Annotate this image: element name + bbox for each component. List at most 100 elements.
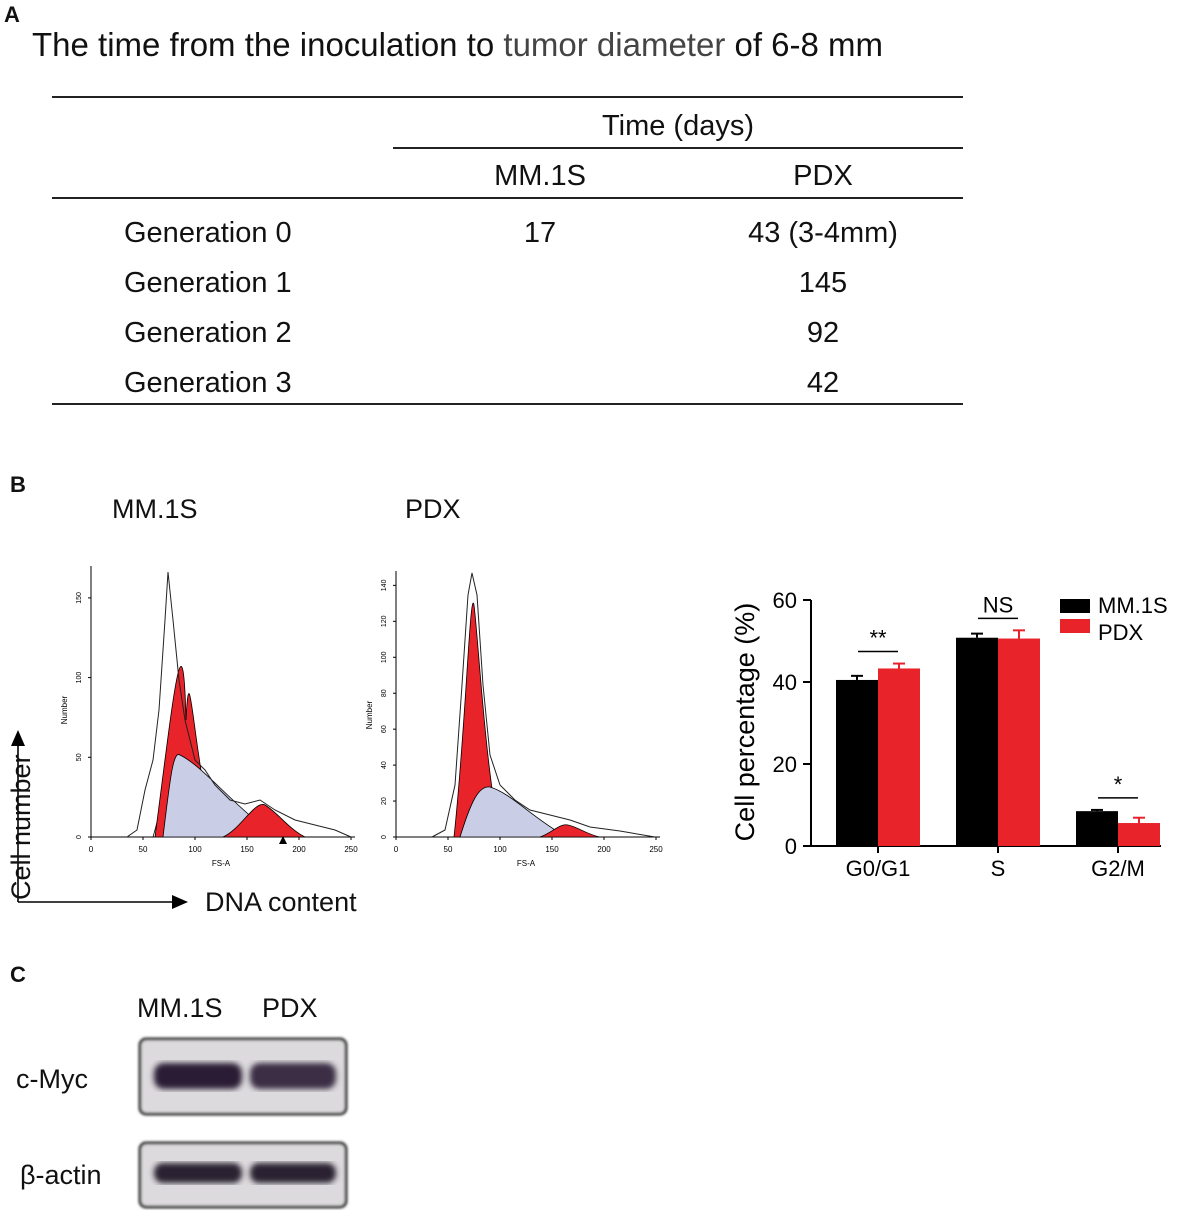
bar-chart-x-ticks: G0/G1 S G2/M xyxy=(846,846,1145,881)
histogram-title-mm1s: MM.1S xyxy=(112,494,198,524)
cell-pdx: 43 (3-4mm) xyxy=(748,217,898,249)
header-rule xyxy=(52,197,963,199)
bar-mm1s-0 xyxy=(836,679,878,846)
blot-actin xyxy=(138,1141,348,1209)
hist-xtick-label: 0 xyxy=(89,845,94,854)
hist1-raw-trace xyxy=(126,571,352,838)
hist-ytick-label: 150 xyxy=(76,592,83,604)
hist-ytick-label: 120 xyxy=(381,615,388,627)
hist-ytick-label: 40 xyxy=(381,761,388,769)
hist2-x-ticks: 0 50 100 150 200 250 xyxy=(394,837,663,854)
hist-ytick-label: 0 xyxy=(76,835,83,839)
cell-mm1s: 17 xyxy=(523,217,557,249)
cell-pdx: 92 xyxy=(806,317,840,349)
hist-xtick-label: 150 xyxy=(545,845,559,854)
bar-chart-significance: ** NS * xyxy=(858,592,1138,799)
panel-a-label: A xyxy=(4,2,20,27)
hist-xtick-label: 200 xyxy=(292,845,306,854)
legend-label-mm1s: MM.1S xyxy=(1098,593,1168,618)
legend-swatch-pdx xyxy=(1060,619,1090,633)
hist-ytick-label: 80 xyxy=(381,689,388,697)
title-accent: tumor diameter xyxy=(503,26,726,63)
row-label: Generation 1 xyxy=(124,267,292,299)
significance-label: * xyxy=(1114,772,1123,797)
bar-ytick-label: 20 xyxy=(773,752,797,777)
bar-pdx-0 xyxy=(878,668,920,846)
blot-row-label-actin: β-actin xyxy=(20,1160,102,1190)
blot-row-label-cmyc: c-Myc xyxy=(16,1064,88,1094)
bar-ytick-label: 40 xyxy=(773,670,797,695)
column-header-pdx: PDX xyxy=(793,160,853,192)
panel-c-label: C xyxy=(10,962,26,987)
bar-xtick-label: G0/G1 xyxy=(846,856,911,881)
blot-actin-frame xyxy=(138,1141,348,1209)
western-blot xyxy=(138,1037,348,1209)
legend-swatch-mm1s xyxy=(1060,599,1090,613)
hist-ytick-label: 0 xyxy=(381,835,388,839)
blot-cmyc xyxy=(138,1037,348,1116)
hist-xtick-label: 250 xyxy=(649,845,663,854)
time-group-header: Time (days) xyxy=(602,110,754,142)
bar-pdx-2 xyxy=(1118,823,1160,846)
hist1-g2-peak xyxy=(222,804,306,838)
cell-pdx: 145 xyxy=(798,267,848,299)
hist-xtick-label: 100 xyxy=(493,845,507,854)
hist-xtick-label: 50 xyxy=(139,845,148,854)
hist1-x-ticks: 0 50 100 150 200 250 xyxy=(89,837,358,854)
bar-chart-y-ticks: 0 20 40 60 xyxy=(773,588,811,859)
x-arrowhead-icon xyxy=(172,895,188,909)
hist-xtick-label: 100 xyxy=(188,845,202,854)
row-label: Generation 0 xyxy=(124,217,292,249)
hist-ytick-label: 50 xyxy=(76,753,83,761)
y-arrowhead-icon xyxy=(11,730,25,746)
dna-content-label: DNA content xyxy=(205,887,357,917)
bar-pdx-1 xyxy=(998,638,1040,846)
hist-ytick-label: 140 xyxy=(381,579,388,591)
bar-chart-legend: MM.1S PDX xyxy=(1060,593,1168,645)
significance-label: ** xyxy=(869,626,887,651)
hist-xtick-label: 200 xyxy=(597,845,611,854)
hist-xtick-label: 0 xyxy=(394,845,399,854)
bar-chart-bars xyxy=(836,629,1160,846)
blot-cmyc-frame xyxy=(138,1037,348,1116)
hist2-ylabel: Number xyxy=(365,700,374,729)
group-header-rule xyxy=(393,147,963,149)
hist1-xlabel: FS-A xyxy=(212,859,231,868)
lane-label-mm1s: MM.1S xyxy=(137,993,223,1023)
band-actin-pdx xyxy=(250,1163,336,1183)
histogram-pdx: 0 20 40 60 80 100 120 140 0 50 100 150 200 250 Numbe… xyxy=(365,571,663,868)
bar-ytick-label: 0 xyxy=(785,834,797,859)
hist-xtick-label: 150 xyxy=(240,845,254,854)
lane-label-pdx: PDX xyxy=(262,993,318,1023)
band-actin-mm1s xyxy=(154,1163,242,1183)
table-bottom-rule xyxy=(52,403,963,405)
hist-ytick-label: 60 xyxy=(381,725,388,733)
hist-ytick-label: 20 xyxy=(381,797,388,805)
title-main: The time from the inoculation to xyxy=(32,26,504,63)
hist-ytick-label: 100 xyxy=(381,651,388,663)
hist2-frame xyxy=(395,571,660,838)
histogram-mm1s: 0 50 100 150 0 50 100 150 200 250 Number FS-A xyxy=(60,566,358,868)
hist1-ylabel: Number xyxy=(60,695,69,724)
bar-chart-ylabel: Cell percentage (%) xyxy=(730,603,760,842)
title-end: of 6-8 mm xyxy=(725,26,884,63)
hist-xtick-label: 250 xyxy=(344,845,358,854)
row-label: Generation 3 xyxy=(124,367,292,399)
table-top-rule xyxy=(52,96,963,98)
hist2-raw-trace xyxy=(431,572,656,838)
hist2-y-ticks: 0 20 40 60 80 100 120 140 xyxy=(381,579,396,839)
bar-mm1s-1 xyxy=(956,637,998,846)
bar-mm1s-2 xyxy=(1076,811,1118,846)
hist2-g1-peak xyxy=(453,602,501,838)
cell-number-label: Cell number xyxy=(6,754,36,900)
band-cmyc-mm1s xyxy=(154,1063,242,1089)
band-cmyc-pdx xyxy=(250,1063,336,1089)
hist2-g2-peak xyxy=(539,824,601,838)
hist1-y-ticks: 0 50 100 150 xyxy=(76,592,91,839)
dna-axis-arrows: Cell number DNA content xyxy=(6,730,357,917)
cell-cycle-bar-chart: Cell percentage (%) 0 20 40 60 G0/G1 S G2/M *… xyxy=(730,588,1168,881)
cell-pdx: 42 xyxy=(806,367,840,399)
significance-label: NS xyxy=(983,592,1014,617)
bar-xtick-label: G2/M xyxy=(1091,856,1145,881)
hist-xtick-label: 50 xyxy=(444,845,453,854)
